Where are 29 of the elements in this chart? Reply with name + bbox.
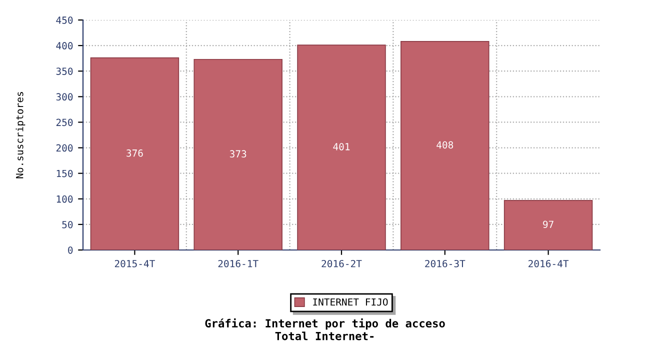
bar [194, 58, 282, 250]
bar [90, 57, 180, 250]
data-label: 376 [126, 149, 143, 157]
y-axis-title: No.suscriptores [16, 92, 26, 178]
bar [504, 200, 593, 250]
y-tick-label: 0 [68, 246, 73, 254]
x-tick-label: 2016-1T [218, 260, 258, 268]
y-tick-label: 50 [62, 220, 73, 228]
data-label: 373 [230, 150, 246, 158]
bar [297, 44, 386, 250]
y-tick-label: 100 [56, 195, 73, 203]
text: Total Internet- [275, 332, 374, 340]
y-tick-label: 350 [56, 68, 73, 75]
y-tick-label: 450 [56, 16, 73, 24]
x-tick-label: 2016-2T [322, 260, 362, 268]
y-tick-label: 250 [56, 118, 73, 126]
data-label: 401 [333, 143, 350, 150]
y-tick-label: 150 [56, 170, 73, 178]
x-tick-label: 2016-4T [528, 260, 569, 268]
data-label: 97 [543, 220, 554, 228]
x-tick-label: 2016-3T [425, 260, 466, 268]
y-tick-label: 300 [56, 93, 73, 101]
text: Gráfica: Internet por tipo de acceso [205, 318, 445, 330]
bar [400, 41, 490, 250]
y-tick-label: 400 [56, 42, 73, 50]
x-tick-label: 2015-4T [114, 260, 155, 268]
data-label: 408 [436, 141, 454, 149]
legend-label: INTERNET FIJO [313, 298, 388, 306]
y-tick-label: 200 [56, 144, 73, 152]
